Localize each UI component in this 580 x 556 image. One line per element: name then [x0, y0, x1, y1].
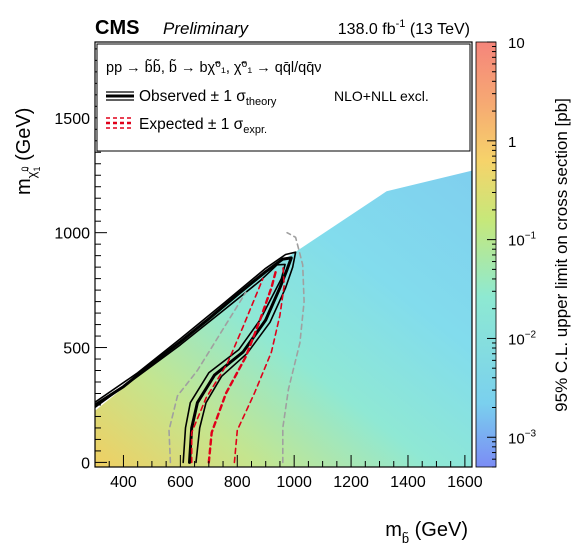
contour-3 — [207, 270, 277, 464]
svg-text:mχ̃01 (GeV): mχ̃0 1 (GeV) — [13, 108, 42, 195]
y-tick-label: 0 — [81, 455, 90, 472]
x-tick-label: 600 — [167, 474, 194, 491]
x-tick-label: 1600 — [447, 474, 483, 491]
legend-xsec-label: NLO+NLL excl. — [334, 88, 429, 104]
z-tick-label: 10−2 — [508, 329, 537, 348]
legend-observed-sub: theory — [246, 96, 277, 108]
contour-2 — [95, 263, 286, 464]
legend-observed-label: Observed ± 1 σ — [139, 88, 246, 105]
heatmap-region — [95, 170, 472, 467]
legend-box — [96, 43, 471, 152]
svg-text:Expected ± 1 σexpr.: Expected ± 1 σexpr. — [139, 116, 267, 136]
contour-6 — [282, 231, 305, 464]
contour-5 — [190, 277, 264, 464]
experiment-label: CMS — [95, 17, 139, 39]
legend-expected-sub: expr. — [243, 124, 267, 136]
contour-layer — [95, 231, 305, 464]
status-label: Preliminary — [163, 19, 250, 38]
x-axis: 400 600 800 1000 1200 1400 1600 — [94, 455, 483, 491]
contour-1 — [95, 251, 297, 464]
x-tick-label: 1200 — [333, 474, 369, 491]
x-axis-title: mb̃ (GeV) — [385, 519, 468, 546]
legend-observed: Observed ± 1 σtheory — [106, 88, 277, 108]
svg-text:95% C.L. upper limit on cross: 95% C.L. upper limit on cross section [p… — [552, 98, 571, 412]
z-tick-label: 1 — [508, 134, 516, 151]
y-tick-label: 500 — [63, 341, 90, 358]
z-tick-label: 10−3 — [508, 428, 537, 447]
x-tick-label: 1400 — [390, 474, 426, 491]
z-tick-label: 10−1 — [508, 231, 537, 250]
plot-frame — [94, 41, 473, 468]
z-axis-title: 95% C.L. upper limit on cross section [p… — [552, 98, 571, 412]
legend-process: pp → b̃b̃, b̃ → bχ̃⁰₁, χ̃⁰₁ → qq̄l/qq̄ν — [106, 59, 322, 76]
svg-text:Observed ± 1 σtheory: Observed ± 1 σtheory — [139, 88, 277, 108]
x-tick-label: 1000 — [276, 474, 312, 491]
legend-expected-label: Expected ± 1 σ — [139, 116, 244, 133]
y-tick-label: 1500 — [54, 111, 90, 128]
contour-7 — [168, 291, 247, 464]
y-tick-label: 1000 — [54, 226, 90, 243]
y-axis-title: mχ̃0 1 (GeV) — [13, 108, 42, 195]
colorbar-axis: 10 1 10−1 10−2 10−3 — [487, 35, 537, 468]
legend-expected: Expected ± 1 σexpr. — [106, 116, 267, 136]
lumi-label: 138.0 fb-1 (13 TeV) — [338, 18, 470, 38]
x-tick-label: 400 — [110, 474, 137, 491]
x-tick-label: 800 — [224, 474, 251, 491]
contour-0 — [95, 256, 293, 464]
z-tick-label: 10 — [508, 35, 525, 52]
contour-4 — [233, 264, 285, 464]
